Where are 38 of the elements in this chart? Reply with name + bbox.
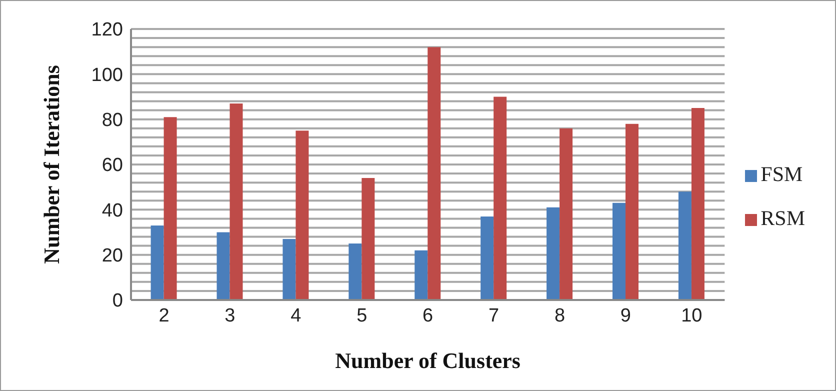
x-tick-label: 6 [422, 305, 434, 326]
bar [282, 239, 296, 300]
legend-label: FSM [760, 162, 803, 186]
bar [296, 130, 309, 300]
bar [494, 96, 507, 300]
y-tick-label: 100 [91, 64, 123, 86]
x-tick-label: 7 [488, 305, 500, 326]
x-axis-title: Number of Clusters [335, 348, 521, 373]
bar [480, 216, 494, 300]
y-tick-label: 60 [102, 155, 123, 176]
bar [560, 128, 573, 300]
bar [230, 104, 243, 300]
y-tick-label: 120 [91, 20, 123, 41]
legend-label: RSM [760, 206, 805, 230]
y-tick-label: 40 [102, 200, 123, 222]
y-tick-label: 80 [102, 110, 123, 132]
bar [150, 225, 164, 300]
x-tick-label: 4 [290, 305, 302, 326]
x-tick-label: 2 [158, 305, 170, 326]
x-tick-label: 10 [681, 305, 702, 326]
bar [612, 202, 626, 300]
x-tick-label: 5 [356, 305, 368, 326]
bar [691, 108, 704, 300]
y-tick-label: 0 [112, 290, 123, 312]
bar [414, 250, 428, 300]
bar [546, 207, 560, 300]
bar [216, 232, 230, 300]
bar [678, 192, 692, 300]
y-axis-title: Number of Iterations [38, 64, 64, 264]
x-tick-label: 3 [224, 305, 236, 326]
bar [626, 124, 639, 300]
bar [428, 47, 441, 300]
y-tick-label: 20 [102, 246, 123, 267]
x-tick-label: 8 [554, 305, 566, 326]
bar [348, 244, 362, 300]
bar [164, 117, 177, 300]
bar [362, 178, 375, 300]
x-tick-label: 9 [620, 305, 631, 326]
